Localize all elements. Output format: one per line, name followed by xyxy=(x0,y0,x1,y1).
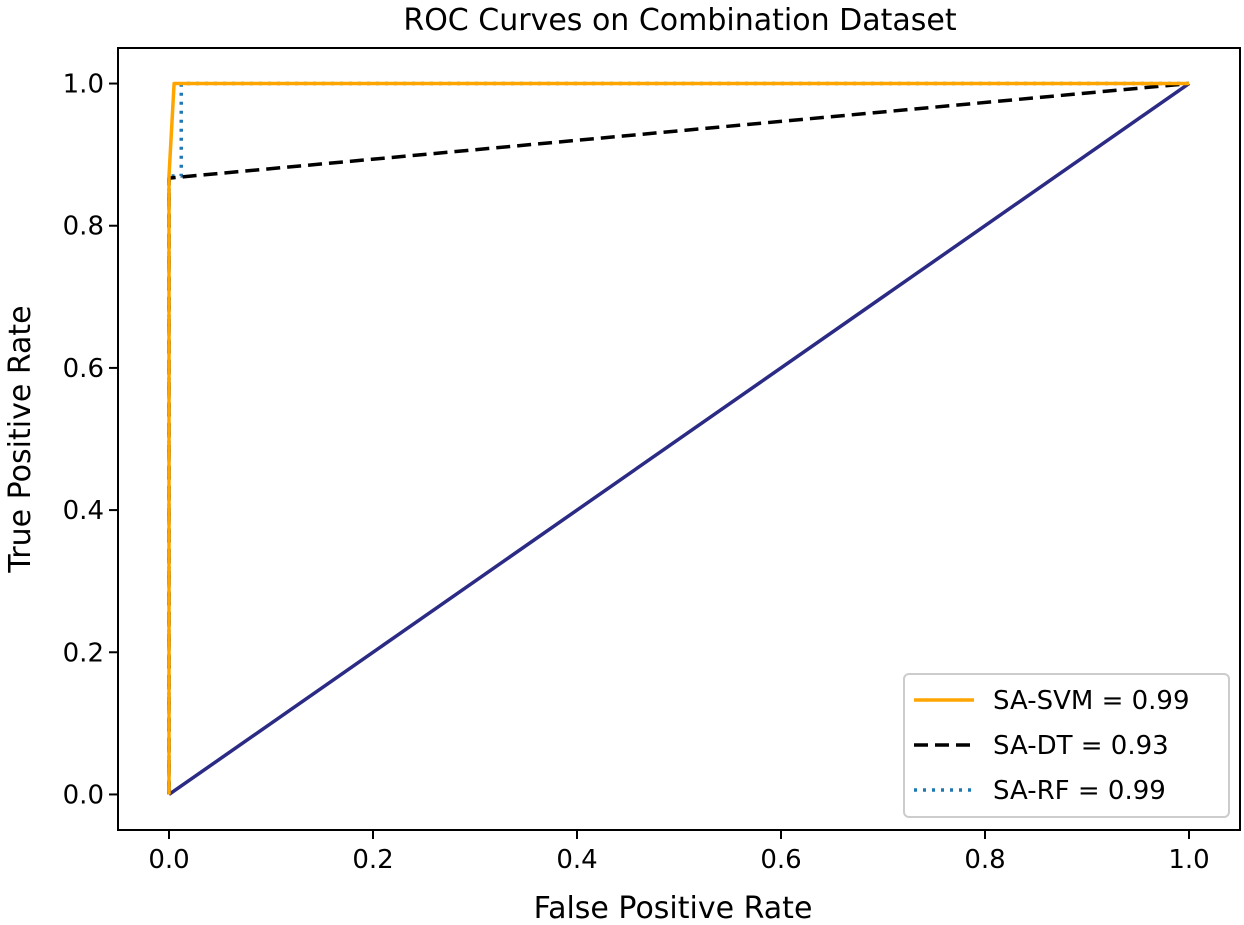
plot-frame xyxy=(117,47,1241,831)
y-tick-label: 0.4 xyxy=(63,496,104,526)
y-tick-label: 0.2 xyxy=(63,638,104,668)
x-tick-label: 0.8 xyxy=(964,845,1005,875)
chart-title: ROC Curves on Combination Dataset xyxy=(403,3,957,38)
legend-box xyxy=(903,673,1230,818)
legend-entries: SA-SVM = 0.99 SA-DT = 0.93 SA-RF = 0.99 xyxy=(914,686,1190,806)
series-line-1 xyxy=(167,81,1189,795)
legend: SA-SVM = 0.99 SA-DT = 0.93 SA-RF = 0.99 xyxy=(903,673,1230,818)
x-tick-label: 0.2 xyxy=(352,845,393,875)
y-tick-label: 0.0 xyxy=(63,780,104,810)
y-tick-label: 0.8 xyxy=(63,212,104,242)
legend-label: SA-DT = 0.93 xyxy=(993,731,1169,761)
x-axis-ticks: 0.0 0.2 0.4 0.6 0.8 1.0 xyxy=(148,830,1210,875)
plot-lines xyxy=(167,81,1191,796)
series-line-3 xyxy=(167,81,1189,795)
legend-label: SA-RF = 0.99 xyxy=(993,776,1166,806)
y-tick-label: 0.6 xyxy=(63,354,104,384)
y-axis-label: True Positive Rate xyxy=(3,305,38,573)
x-axis-label: False Positive Rate xyxy=(534,891,813,925)
x-tick-label: 0.6 xyxy=(760,845,801,875)
x-tick-label: 1.0 xyxy=(1168,845,1209,875)
y-tick-label: 1.0 xyxy=(63,70,104,100)
x-tick-label: 0.4 xyxy=(556,845,597,875)
legend-label: SA-SVM = 0.99 xyxy=(993,686,1190,716)
x-tick-label: 0.0 xyxy=(148,845,189,875)
y-axis-ticks: 0.0 0.2 0.4 0.6 0.8 1.0 xyxy=(63,70,118,810)
series-line-4 xyxy=(167,82,1191,796)
